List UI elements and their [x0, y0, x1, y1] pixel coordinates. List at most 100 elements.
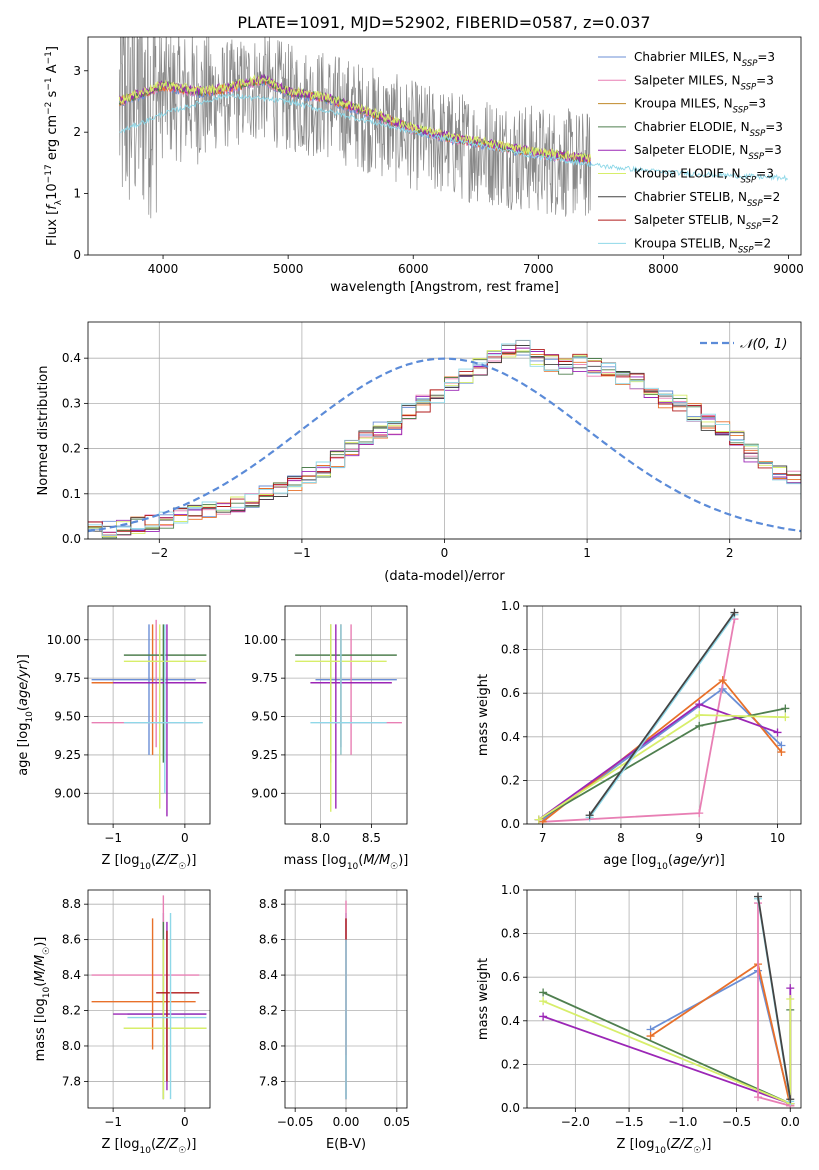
label-part: λ [54, 199, 64, 205]
x-axis-label: E(B-V) [326, 1137, 366, 1152]
weight-line [542, 999, 792, 1105]
y-tick-label: 0.2 [501, 773, 520, 787]
y-tick-label: 9.75 [54, 671, 81, 685]
label-part: age [log [16, 723, 31, 776]
legend-sub: SSP [747, 199, 763, 209]
x-tick-label: −1.0 [668, 1115, 697, 1129]
weight-marker [786, 1095, 795, 1104]
y-axis-label: mass [log10(M/M☉)] [33, 937, 52, 1062]
weight-marker [695, 809, 704, 818]
y-tick-label: 0.4 [501, 1014, 520, 1028]
label-part: ( [358, 853, 363, 868]
x-tick-label: 8.0 [311, 831, 330, 845]
label-part: ( [666, 1137, 671, 1152]
legend-entry: Kroupa MILES, NSSP=3 [634, 97, 766, 116]
legend-sub: SSP [748, 152, 764, 162]
x-tick-label: 0 [441, 546, 449, 560]
label-part: −2 [44, 102, 54, 115]
axes-frame [87, 605, 211, 825]
y-axis-label: age [log10(age/yr)] [16, 654, 35, 776]
x-tick-label: −1 [104, 831, 122, 845]
y-tick-label: 8.6 [62, 933, 81, 947]
x-tick-label: 8.5 [362, 831, 381, 845]
spectrum-data-line [118, 37, 591, 219]
weight-marker [773, 728, 782, 737]
legend-text: Kroupa STELIB, N [634, 236, 738, 250]
y-tick-label: 7.8 [62, 1074, 81, 1088]
y-tick-label: 0.0 [62, 532, 81, 546]
label-part: ( [16, 706, 31, 711]
weight-marker [786, 995, 795, 1003]
legend-entry: Chabrier STELIB, NSSP=2 [634, 190, 780, 209]
label-part: Flux [ [45, 210, 60, 246]
legend-entry: Salpeter ELODIE, NSSP=3 [634, 143, 782, 162]
y-tick-label: 9.25 [251, 748, 278, 762]
y-tick-label: 0.6 [501, 686, 520, 700]
weight-marker [534, 815, 543, 824]
y-axis-label: Flux [fλ10−17 erg cm−2 s−1 A−1] [44, 46, 64, 246]
x-tick-label: −1.5 [615, 1115, 644, 1129]
y-tick-label: 0.0 [501, 1101, 520, 1115]
weight-line [650, 969, 792, 1104]
legend-sub: SSP [742, 59, 758, 69]
normal-curve [88, 357, 801, 533]
y-tick-label: 8.0 [62, 1039, 81, 1053]
y-tick-label: 1.0 [501, 883, 520, 897]
label-part: )] [16, 654, 31, 664]
x-tick-label: 6000 [398, 262, 429, 276]
y-tick-label: 0 [73, 248, 81, 262]
axes-frame [87, 321, 802, 540]
y-tick-label: 8.0 [259, 1039, 278, 1053]
label-part: )] [186, 1137, 196, 1152]
x-tick-label: 0.0 [781, 1115, 800, 1129]
label-part: −17 [44, 164, 54, 183]
y-tick-label: 1 [73, 187, 81, 201]
label-part: 10 [42, 986, 52, 998]
label-part: )] [398, 853, 408, 868]
label-part: )] [715, 853, 725, 868]
label-part: 10 [347, 862, 359, 872]
x-tick-label: 5000 [273, 262, 304, 276]
label-part: Z/Z [155, 853, 179, 868]
x-axis-label: Z [log10(Z/Z☉)] [102, 1137, 197, 1156]
x-tick-label: 8000 [648, 262, 679, 276]
legend-text: Kroupa ELODIE, N [634, 167, 741, 181]
label-part: 10 [139, 1146, 151, 1156]
y-tick-label: 0.8 [501, 927, 520, 941]
label-part: Z/Z [670, 1137, 694, 1152]
label-part: mass [log [284, 853, 347, 868]
label-part: age/yr [673, 853, 716, 868]
legend-sub: SSP [750, 129, 766, 139]
label-part: 10 [656, 862, 668, 872]
axes-frame [87, 889, 211, 1109]
weight-line [757, 896, 792, 1100]
weight-marker [777, 748, 786, 757]
label-part: M/M [33, 955, 48, 982]
x-tick-label: 7 [539, 831, 547, 845]
histogram-step [88, 340, 801, 536]
label-part: A [45, 64, 60, 77]
label-part: ( [151, 853, 156, 868]
label-part: E(B-V) [326, 1137, 366, 1152]
y-tick-label: 0.8 [501, 643, 520, 657]
label-part: ☉ [693, 1146, 701, 1156]
x-axis-label: age [log10(age/yr)] [603, 853, 725, 872]
label-part: erg cm [45, 115, 60, 164]
legend-text: Chabrier ELODIE, N [634, 120, 750, 134]
legend-entry: Salpeter STELIB, NSSP=2 [634, 213, 779, 232]
weight-marker [754, 1093, 763, 1102]
legend-entry: Chabrier ELODIE, NSSP=3 [634, 120, 783, 139]
x-tick-label: 7000 [523, 262, 554, 276]
x-tick-label: 0.05 [383, 1115, 410, 1129]
weight-marker [781, 704, 790, 713]
y-tick-label: 9.75 [251, 671, 278, 685]
weight-marker [646, 1032, 655, 1041]
histogram-step [88, 339, 801, 536]
x-tick-label: 4000 [148, 262, 179, 276]
label-part: age [log [603, 853, 656, 868]
legend-entry: Salpeter MILES, NSSP=3 [634, 73, 774, 92]
y-tick-label: 8.4 [259, 968, 278, 982]
legend-text: =3 [765, 120, 783, 134]
weight-marker [781, 713, 790, 722]
axes-frame [87, 36, 802, 256]
